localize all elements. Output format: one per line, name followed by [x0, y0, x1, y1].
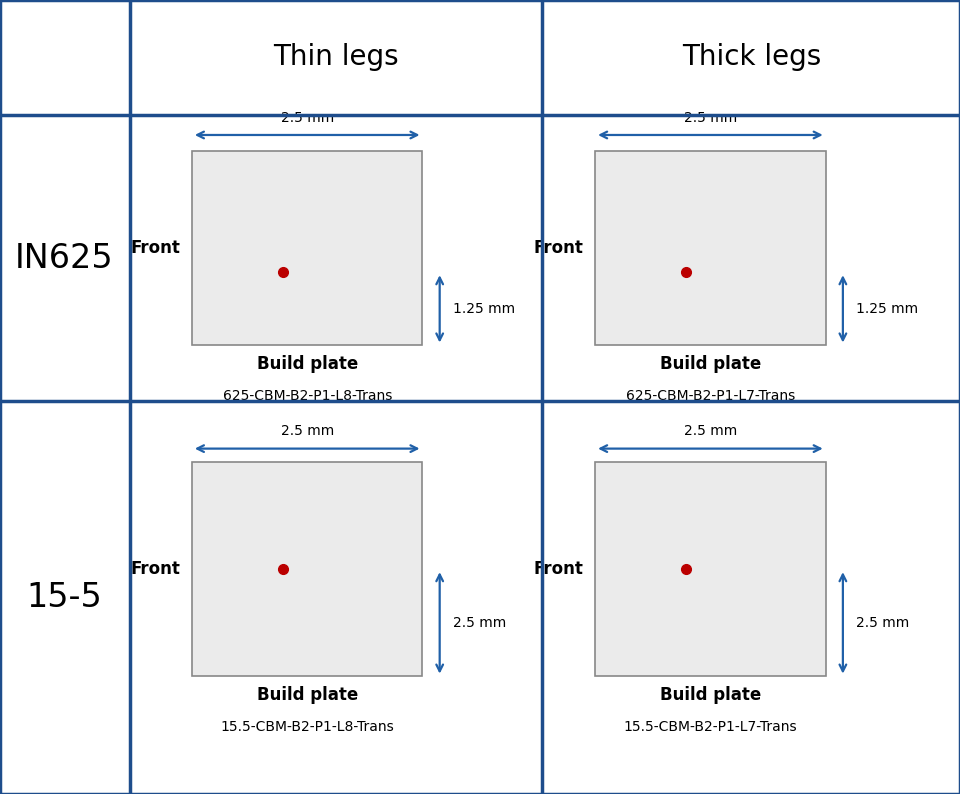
- Text: 625-CBM-B2-P1-L7-Trans: 625-CBM-B2-P1-L7-Trans: [626, 389, 795, 403]
- Text: 2.5 mm: 2.5 mm: [856, 616, 909, 630]
- Text: Thick legs: Thick legs: [682, 43, 822, 71]
- Text: Build plate: Build plate: [660, 355, 761, 373]
- Text: 1.25 mm: 1.25 mm: [453, 302, 516, 316]
- Text: Build plate: Build plate: [256, 686, 358, 704]
- Bar: [595, 462, 826, 676]
- Bar: [595, 151, 826, 345]
- Bar: [192, 151, 422, 345]
- Text: Build plate: Build plate: [660, 686, 761, 704]
- Text: 15.5-CBM-B2-P1-L8-Trans: 15.5-CBM-B2-P1-L8-Trans: [221, 720, 394, 734]
- Text: 625-CBM-B2-P1-L8-Trans: 625-CBM-B2-P1-L8-Trans: [223, 389, 392, 403]
- Text: Front: Front: [534, 239, 584, 256]
- Text: 2.5 mm: 2.5 mm: [684, 424, 737, 438]
- Text: Front: Front: [131, 239, 180, 256]
- Text: 2.5 mm: 2.5 mm: [280, 110, 334, 125]
- Text: 15-5: 15-5: [27, 580, 102, 614]
- Text: 1.25 mm: 1.25 mm: [856, 302, 919, 316]
- Bar: [192, 462, 422, 676]
- Text: Thin legs: Thin legs: [274, 43, 398, 71]
- Text: 2.5 mm: 2.5 mm: [453, 616, 506, 630]
- Text: Front: Front: [534, 561, 584, 578]
- Text: IN625: IN625: [15, 241, 113, 275]
- Text: 2.5 mm: 2.5 mm: [684, 110, 737, 125]
- Text: 2.5 mm: 2.5 mm: [280, 424, 334, 438]
- Text: 15.5-CBM-B2-P1-L7-Trans: 15.5-CBM-B2-P1-L7-Trans: [624, 720, 797, 734]
- Text: Build plate: Build plate: [256, 355, 358, 373]
- Text: Front: Front: [131, 561, 180, 578]
